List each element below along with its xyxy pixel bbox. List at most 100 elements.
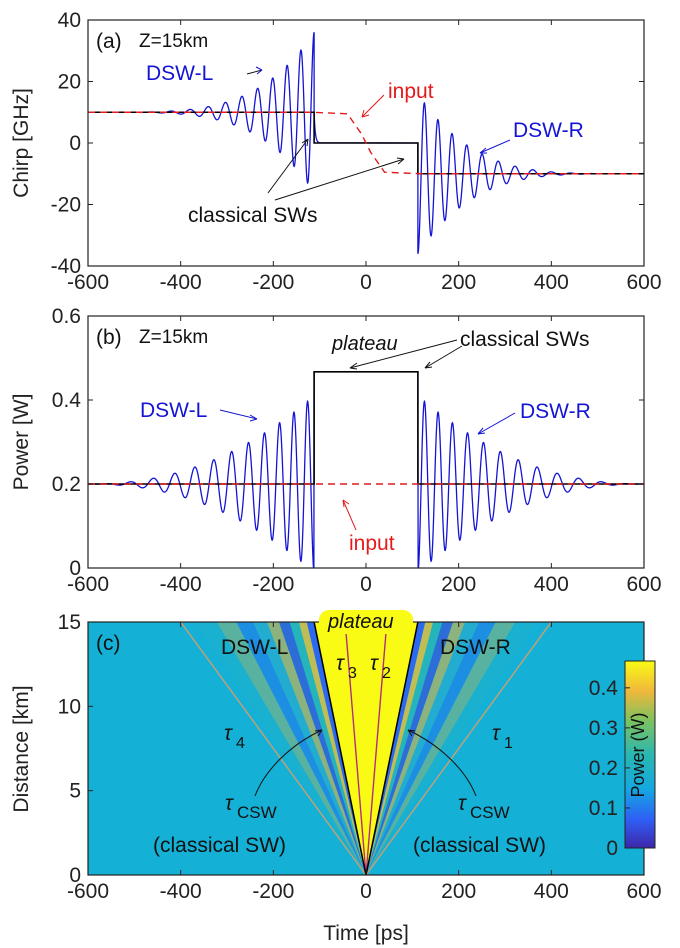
power-classical-sw	[88, 371, 644, 485]
dsw-l-band	[298, 622, 366, 875]
dsw-l-band	[252, 622, 366, 875]
x-tick-label: -600	[67, 573, 109, 596]
svg-text:τ: τ	[224, 722, 233, 745]
tau-2-line	[365, 622, 388, 875]
panel-b-classical: classical SWs	[460, 328, 590, 351]
colorbar: 0 0.1 0.2 0.3 0.4 Power (W)	[589, 660, 656, 860]
y-tick-label: 0.4	[52, 389, 82, 412]
panel-a-classical: classical SWs	[188, 204, 318, 227]
y-tick-label: 10	[58, 695, 81, 718]
x-tick-label: -200	[252, 880, 294, 903]
x-tick-label: 600	[626, 573, 661, 596]
x-tick-label: 0	[360, 573, 372, 596]
panel-b: -600 -400 -200 0 200 400 600 0 0.2 0.4 0.6 Power […	[10, 305, 662, 596]
dsw-r-band	[366, 622, 434, 875]
tau-2-label: τ 2	[370, 652, 391, 682]
panel-b-plateau: plateau	[331, 333, 398, 355]
y-tick-label: 20	[58, 71, 81, 94]
x-tick-label: -400	[160, 573, 202, 596]
y-tick-label: 0	[69, 557, 81, 580]
plateau-region	[314, 622, 418, 875]
dsw-l-band	[278, 622, 366, 875]
y-tick-label: -20	[51, 194, 81, 217]
x-tick-label: -400	[160, 271, 202, 294]
panel-a-input: input	[388, 80, 434, 103]
dsw-r-band	[366, 622, 426, 875]
dsw-r-band	[366, 622, 496, 875]
svg-text:τ: τ	[492, 722, 501, 745]
panel-c-arrows	[254, 729, 477, 797]
x-tick-label: 0	[360, 271, 372, 294]
y-tick-label: 15	[58, 611, 81, 634]
panel-b-z: Z=15km	[139, 327, 208, 348]
svg-text:4: 4	[236, 735, 245, 752]
x-tick-label: 600	[626, 880, 661, 903]
x-tick-label: -400	[160, 880, 202, 903]
x-tick-label: -200	[252, 573, 294, 596]
panel-c-classical-right: (classical SW)	[413, 834, 546, 857]
panel-c-xlabel: Time [ps]	[323, 922, 409, 945]
colorbar-tick-label: 0.1	[589, 797, 618, 820]
panel-b-dsw-r: DSW-R	[520, 400, 591, 423]
tau-1-label: τ 1	[492, 722, 513, 752]
panel-a-ylabel: Chirp [GHz]	[10, 88, 33, 198]
dsw-l-band	[306, 622, 366, 875]
svg-text:CSW: CSW	[470, 803, 510, 822]
colorbar-tick-label: 0	[606, 837, 618, 860]
y-tick-label: 0.6	[52, 305, 81, 328]
panel-b-dsw-l: DSW-L	[140, 399, 207, 422]
tau-csw-l-line	[313, 622, 367, 875]
x-tick-label: 0	[360, 880, 372, 903]
x-tick-label: -600	[67, 271, 109, 294]
panel-a-dsw-r: DSW-R	[513, 119, 584, 142]
tau-4-label: τ 4	[224, 722, 245, 752]
dsw-l-band	[236, 622, 366, 875]
y-tick-label: 0.2	[52, 473, 81, 496]
panel-a-dsw-l: DSW-L	[146, 62, 213, 85]
svg-text:τ: τ	[336, 652, 345, 675]
dsw-r-band	[366, 622, 454, 875]
x-tick-label: 400	[534, 880, 569, 903]
chirp-input	[88, 111, 644, 175]
colorbar-tick-label: 0.3	[589, 717, 618, 740]
dsw-l-band	[194, 622, 366, 875]
tau-3-label: τ 3	[336, 652, 357, 682]
colorbar-tick-label: 0.4	[589, 677, 619, 700]
tau-csw-left-label: τ CSW	[225, 792, 277, 822]
colorbar-label: Power (W)	[628, 713, 648, 798]
x-tick-label: 600	[626, 271, 661, 294]
panel-c-dsw-r: DSW-R	[440, 636, 511, 659]
tau-csw-right-label: τ CSW	[458, 792, 510, 822]
x-tick-label: -600	[67, 880, 109, 903]
y-tick-label: 0	[69, 132, 81, 155]
panel-b-arrows	[219, 339, 516, 531]
panel-c-dsw-l: DSW-L	[221, 636, 288, 659]
colorbar-ramp	[624, 660, 656, 849]
svg-text:2: 2	[382, 665, 391, 682]
dsw-r-band	[366, 622, 516, 875]
x-tick-label: 400	[534, 271, 569, 294]
tau-3-line	[344, 622, 367, 875]
tau-1-line	[365, 622, 552, 875]
x-tick-label: 200	[441, 880, 476, 903]
panel-b-label: (b)	[96, 326, 122, 349]
x-tick-label: 200	[441, 573, 476, 596]
svg-text:τ: τ	[370, 652, 379, 675]
y-tick-label: -40	[51, 255, 81, 278]
svg-text:1: 1	[504, 735, 513, 752]
tau-csw-r-line	[365, 622, 419, 875]
panel-c-label: (c)	[96, 632, 121, 655]
panel-a-arrows	[246, 66, 511, 201]
svg-text:τ: τ	[458, 792, 467, 815]
panel-a-label: (a)	[96, 30, 122, 53]
colorbar-tick-label: 0.2	[589, 757, 618, 780]
plateau-tag-bg	[319, 610, 413, 634]
svg-text:3: 3	[348, 665, 357, 682]
x-tick-label: 200	[441, 271, 476, 294]
panel-b-input: input	[349, 532, 395, 555]
x-tick-label: -200	[252, 271, 294, 294]
dsw-l-band	[216, 622, 366, 875]
